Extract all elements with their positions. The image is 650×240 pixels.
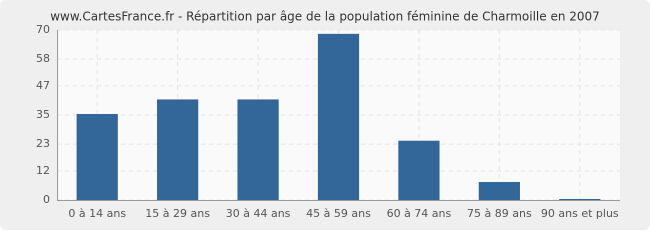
y-tick-label: 23 bbox=[36, 137, 50, 150]
x-tick-label: 15 à 29 ans bbox=[145, 207, 210, 220]
x-tick-label: 60 à 74 ans bbox=[387, 207, 452, 220]
y-tick-label: 12 bbox=[36, 164, 50, 177]
bar bbox=[559, 199, 601, 201]
x-tick-label: 90 ans et plus bbox=[541, 207, 619, 220]
bar bbox=[317, 33, 360, 201]
x-tick-label: 0 à 14 ans bbox=[68, 207, 126, 220]
y-tick-label: 58 bbox=[36, 52, 50, 65]
chart-title: www.CartesFrance.fr - Répartition par âg… bbox=[50, 10, 600, 24]
chart: www.CartesFrance.fr - Répartition par âg… bbox=[0, 0, 650, 230]
y-tick-label: 70 bbox=[36, 23, 50, 36]
y-tick-label: 47 bbox=[36, 79, 50, 92]
x-tick-label: 45 à 59 ans bbox=[306, 207, 371, 220]
x-tick-label: 75 à 89 ans bbox=[467, 207, 532, 220]
bar bbox=[76, 114, 118, 201]
bar bbox=[398, 140, 440, 201]
x-tick-label: 30 à 44 ans bbox=[226, 207, 291, 220]
bar bbox=[237, 99, 279, 201]
bar bbox=[478, 182, 520, 201]
y-tick-label: 0 bbox=[43, 193, 50, 206]
y-tick-label: 35 bbox=[36, 108, 50, 121]
bar bbox=[157, 99, 199, 201]
